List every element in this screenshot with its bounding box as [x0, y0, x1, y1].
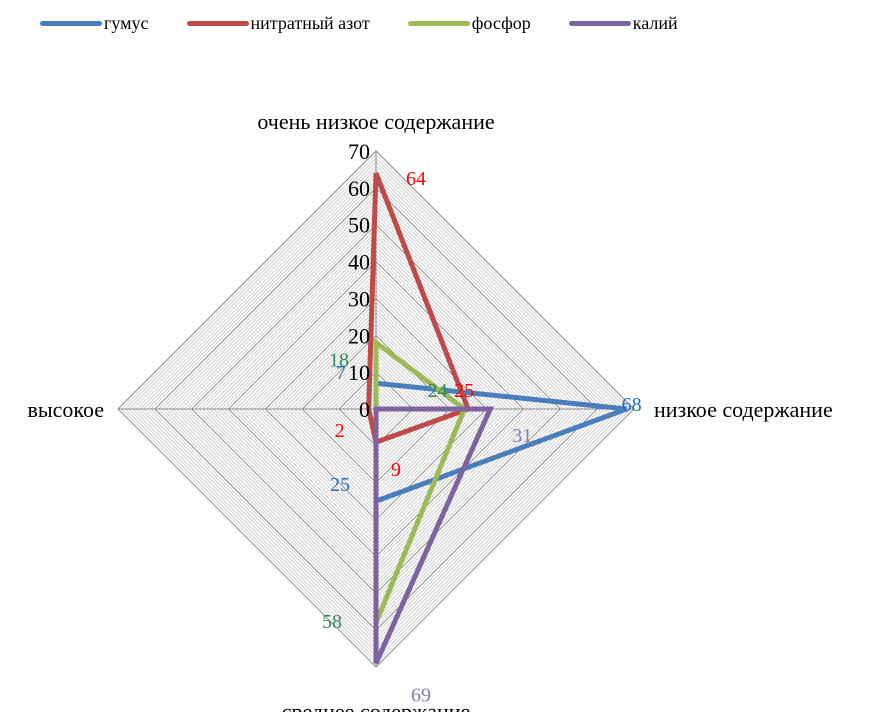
legend-item-1[interactable]: нитратный азот: [186, 12, 370, 34]
legend-label-3: калий: [632, 12, 678, 33]
axis-label-2: среднее содержание: [282, 699, 471, 712]
legend: гумус нитратный азот фосфор калий: [40, 8, 716, 38]
data-label-s0-a1: 68: [622, 394, 642, 416]
legend-swatch-3: [568, 20, 631, 26]
axis-category-labels: очень низкое содержание низкое содержание…: [27, 109, 832, 712]
data-label-s1-a0: 64: [406, 168, 426, 190]
data-label-s1-a3: 2: [335, 420, 345, 442]
tick-label-0: 0: [359, 397, 370, 422]
series-layer: [366, 172, 628, 665]
radial-axis-ticks: 0 10 20 30 40 50 60 70: [348, 139, 370, 422]
tick-label-1: 10: [348, 360, 370, 385]
data-label-s1-a2: 9: [391, 459, 401, 481]
legend-item-2[interactable]: фосфор: [407, 12, 531, 34]
legend-label-1: нитратный азот: [250, 12, 370, 33]
tick-label-6: 60: [348, 176, 370, 201]
axis-label-1: низкое содержание: [654, 397, 833, 422]
axis-label-3: высокое: [27, 397, 104, 422]
data-labels: 7 68 25 64 25 9 2 18 24 58 31 69: [322, 168, 642, 706]
data-label-s2-a1: 24: [427, 380, 447, 402]
legend-swatch-1: [186, 20, 249, 26]
data-label-s2-a0: 18: [329, 350, 349, 372]
tick-label-7: 70: [348, 139, 370, 164]
tick-label-2: 20: [348, 323, 370, 348]
data-label-s1-a1: 25: [454, 380, 474, 402]
tick-label-4: 40: [348, 250, 370, 275]
data-label-s3-a1: 31: [512, 425, 532, 447]
data-label-s2-a2: 58: [322, 611, 342, 633]
series-line-3: [373, 406, 495, 665]
tick-label-3: 30: [348, 286, 370, 311]
tick-label-5: 50: [348, 213, 370, 238]
data-label-s0-a0: 7: [336, 362, 346, 384]
data-label-s3-a2: 69: [411, 684, 431, 706]
legend-item-3[interactable]: калий: [568, 12, 678, 34]
legend-label-2: фосфор: [471, 12, 531, 33]
legend-swatch-2: [407, 20, 470, 26]
axis-label-0: очень низкое содержание: [257, 109, 494, 134]
data-label-s0-a2: 25: [330, 474, 350, 496]
legend-label-0: гумус: [104, 12, 149, 33]
legend-item-0[interactable]: гумус: [40, 13, 149, 34]
legend-swatch-0: [40, 20, 102, 26]
